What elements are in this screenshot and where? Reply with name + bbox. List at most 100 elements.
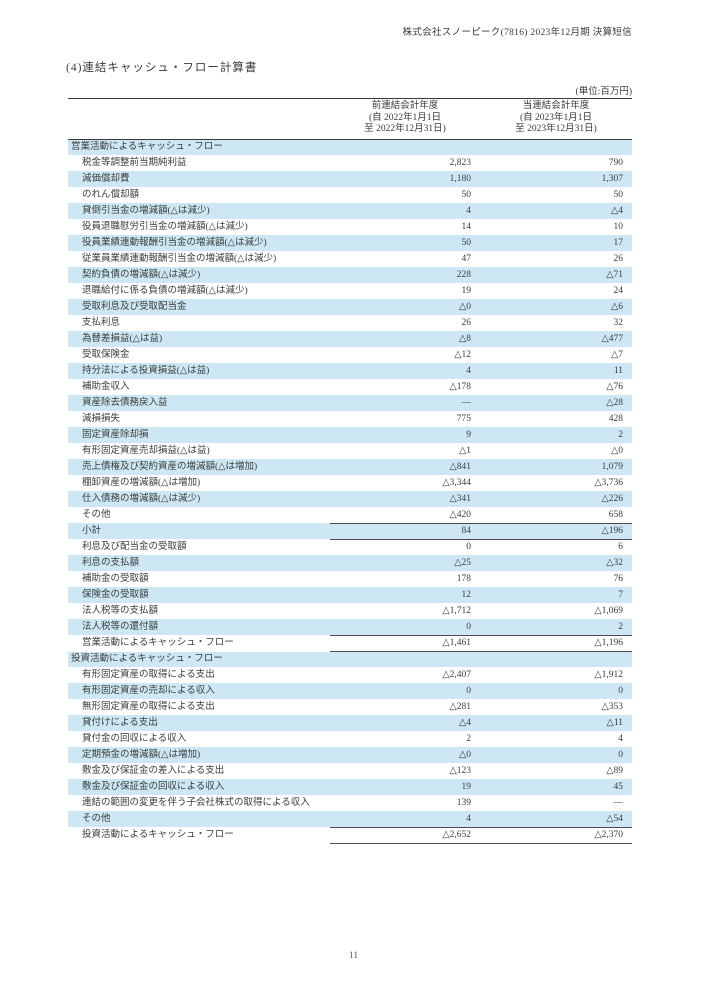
curr-period-to: 至 2023年12月31日) xyxy=(515,124,597,134)
cashflow-table-container: 前連結会計年度 (自 2022年1月1日 至 2022年12月31日) 当連結会… xyxy=(68,98,632,844)
table-row: 連結の範囲の変更を伴う子会社株式の取得による収入 139 ― xyxy=(68,795,632,811)
prev-value: △1,461 xyxy=(330,634,480,652)
table-row: 無形固定資産の取得による支出 △281 △353 xyxy=(68,699,632,715)
curr-value: 17 xyxy=(613,238,624,248)
row-label: 受取利息及び受取配当金 xyxy=(82,302,187,312)
cashflow-table: 前連結会計年度 (自 2022年1月1日 至 2022年12月31日) 当連結会… xyxy=(68,98,632,844)
curr-value: 6 xyxy=(618,542,623,553)
table-row: 有形固定資産売却損益(△は益) △1 △0 xyxy=(68,443,632,459)
row-label: 法人税等の還付額 xyxy=(82,622,159,632)
table-header: 前連結会計年度 (自 2022年1月1日 至 2022年12月31日) 当連結会… xyxy=(68,98,632,140)
row-label: のれん償却額 xyxy=(82,190,140,200)
prev-value: △123 xyxy=(449,766,471,776)
curr-value: 11 xyxy=(613,366,623,376)
curr-value: 45 xyxy=(613,782,624,792)
prev-value: 228 xyxy=(456,270,471,280)
table-row: 利息の支払額 △25 △32 xyxy=(68,555,632,571)
prev-value: 26 xyxy=(461,318,472,328)
prev-value: 9 xyxy=(466,430,471,440)
prev-value: 139 xyxy=(456,798,471,808)
table-row: 利息及び配当金の受取額 0 6 xyxy=(68,539,632,555)
curr-value: △7 xyxy=(610,350,623,360)
row-label: 小計 xyxy=(82,526,102,536)
curr-value: △2,370 xyxy=(480,826,632,844)
row-label: 敷金及び保証金の回収による収入 xyxy=(82,782,225,792)
section-header-row: 投資活動によるキャッシュ・フロー xyxy=(68,651,632,667)
table-row: 受取保険金 △12 △7 xyxy=(68,347,632,363)
unit-note: (単位:百万円) xyxy=(575,87,632,97)
row-label: 減損損失 xyxy=(82,414,121,424)
header-prev-period: 前連結会計年度 (自 2022年1月1日 至 2022年12月31日) xyxy=(330,98,480,140)
row-label: 資産除去債務戻入益 xyxy=(82,398,168,408)
row-label: 補助金収入 xyxy=(82,382,130,392)
table-row: 仕入債務の増減額(△は減少) △341 △226 xyxy=(68,491,632,507)
table-row: 営業活動によるキャッシュ・フロー △1,461 △1,196 xyxy=(68,634,632,652)
document-header-right: 株式会社スノーピーク(7816) 2023年12月期 決算短信 xyxy=(402,28,632,38)
table-row: 契約負債の増減額(△は減少) 228 △71 xyxy=(68,267,632,283)
row-label: 利息及び配当金の受取額 xyxy=(82,542,187,552)
curr-value: △477 xyxy=(601,334,623,344)
curr-value: 658 xyxy=(608,509,623,520)
curr-value: △76 xyxy=(606,382,623,392)
prev-value: △2,407 xyxy=(442,670,471,680)
prev-period-to: 至 2022年12月31日) xyxy=(364,124,446,134)
prev-value: 2,823 xyxy=(449,158,471,168)
table-row: 貸付けによる支出 △4 △11 xyxy=(68,715,632,731)
curr-value: 7 xyxy=(618,590,623,600)
curr-value: 26 xyxy=(613,254,624,264)
table-row: 法人税等の支払額 △1,712 △1,069 xyxy=(68,603,632,619)
prev-value: 1,180 xyxy=(449,174,471,184)
prev-value: 4 xyxy=(466,206,471,216)
prev-value: 2 xyxy=(466,734,471,744)
table-row: 固定資産除却損 9 2 xyxy=(68,427,632,443)
prev-value: △281 xyxy=(449,702,471,712)
prev-value: 4 xyxy=(466,366,471,376)
curr-value: △1,069 xyxy=(594,606,623,616)
prev-period-title: 前連結会計年度 xyxy=(371,101,439,111)
curr-value: 1,307 xyxy=(601,174,623,184)
table-row: 棚卸資産の増減額(△は増加) △3,344 △3,736 xyxy=(68,475,632,491)
row-label: 有形固定資産の取得による支出 xyxy=(82,670,215,680)
table-row: 貸付金の回収による収入 2 4 xyxy=(68,731,632,747)
table-row: 敷金及び保証金の回収による収入 19 45 xyxy=(68,779,632,795)
prev-value: △1 xyxy=(458,446,471,456)
table-row: 資産除去債務戻入益 ― △28 xyxy=(68,395,632,411)
table-row: 補助金の受取額 178 76 xyxy=(68,571,632,587)
table-row: 定期預金の増減額(△は増加) △0 0 xyxy=(68,747,632,763)
row-label: 敷金及び保証金の差入による支出 xyxy=(82,766,225,776)
prev-value: 50 xyxy=(461,190,472,200)
table-row: 有形固定資産の売却による収入 0 0 xyxy=(68,683,632,699)
row-label: 連結の範囲の変更を伴う子会社株式の取得による収入 xyxy=(82,798,310,808)
prev-value: △4 xyxy=(458,718,471,728)
curr-value: △54 xyxy=(606,813,623,824)
curr-value: 0 xyxy=(618,750,623,760)
prev-value: 178 xyxy=(456,574,471,584)
curr-value: △32 xyxy=(606,558,623,568)
header-row: 前連結会計年度 (自 2022年1月1日 至 2022年12月31日) 当連結会… xyxy=(68,98,632,140)
curr-value: 1,079 xyxy=(601,462,623,472)
row-label: 投資活動によるキャッシュ・フロー xyxy=(82,830,234,840)
prev-value: △2,652 xyxy=(330,826,480,844)
table-row: 保険金の受取額 12 7 xyxy=(68,587,632,603)
prev-value: 0 xyxy=(466,621,471,632)
table-row: 減損損失 775 428 xyxy=(68,411,632,427)
curr-value: 76 xyxy=(613,574,624,584)
table-row: 役員退職慰労引当金の増減額(△は減少) 14 10 xyxy=(68,219,632,235)
row-label: 補助金の受取額 xyxy=(82,574,149,584)
curr-value: 2 xyxy=(618,621,623,632)
page-title: (4)連結キャッシュ・フロー計算書 xyxy=(66,62,258,74)
prev-value: △841 xyxy=(449,462,471,472)
table-row: 敷金及び保証金の差入による支出 △123 △89 xyxy=(68,763,632,779)
prev-value: 19 xyxy=(461,782,472,792)
curr-value: △6 xyxy=(610,302,623,312)
curr-value: 2 xyxy=(618,430,623,440)
curr-value: △28 xyxy=(606,398,623,408)
row-label: 貸付金の回収による収入 xyxy=(82,734,187,744)
header-label-spacer xyxy=(68,98,330,140)
curr-value: △89 xyxy=(606,766,623,776)
table-row: その他 4 △54 xyxy=(68,811,632,827)
prev-value: △3,344 xyxy=(442,478,471,488)
row-label: 持分法による投資損益(△は益) xyxy=(82,366,210,376)
prev-value: △0 xyxy=(458,750,471,760)
curr-value: 50 xyxy=(613,190,624,200)
